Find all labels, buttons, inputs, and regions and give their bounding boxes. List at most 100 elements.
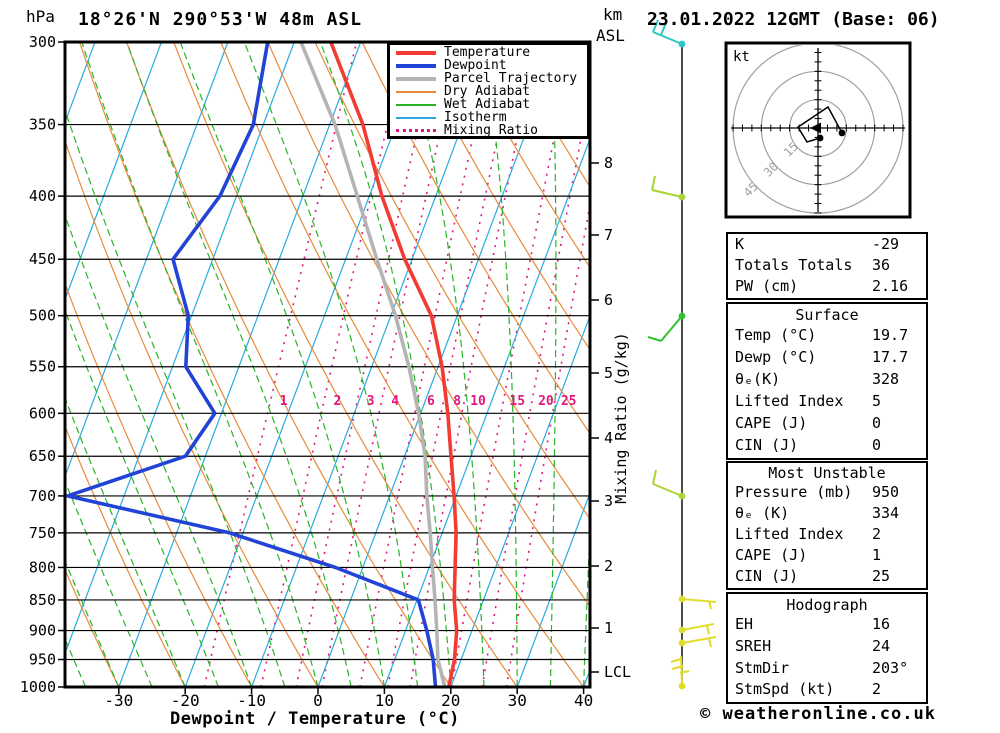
temperature-tick-label: 20 <box>441 691 460 710</box>
pressure-tick-label: 900 <box>29 622 56 640</box>
stats-row: Dewp (°C) 17.7 <box>728 348 926 368</box>
mixing-ratio-line <box>203 42 358 687</box>
pressure-tick-label: 350 <box>29 116 56 134</box>
legend-item-label: Mixing Ratio <box>444 123 538 138</box>
km-tick-label: 8 <box>604 154 613 172</box>
wet-adiabat-line <box>65 559 120 687</box>
stats-label: K <box>735 235 745 254</box>
pressure-tick-label: 600 <box>29 404 56 422</box>
mixing-ratio-labels: 1 2 3 4 6 8 10 15 20 25 <box>280 394 577 409</box>
stats-label: PW (cm) <box>735 276 799 295</box>
isotherm-line <box>65 42 295 656</box>
legend-item: Parcel Trajectory <box>390 72 587 85</box>
stats-label: EH <box>735 615 754 634</box>
barb-tick <box>647 336 662 342</box>
legend-item-label: Dry Adiabat <box>444 84 531 99</box>
plot-border <box>63 40 592 689</box>
stats-row: EH 16 <box>728 615 926 635</box>
barb-tick <box>670 658 682 663</box>
stats-row: Lifted Index 2 <box>728 525 926 545</box>
stats-label: CIN (J) <box>735 566 799 585</box>
stats-row: Pressure (mb) 950 <box>728 483 926 503</box>
stats-label: Pressure (mb) <box>735 483 853 502</box>
pressure-tick-label: 950 <box>29 651 56 669</box>
stats-value: 16 <box>872 615 891 634</box>
wind-barb <box>670 655 690 690</box>
wet-adiabat-line <box>549 42 557 687</box>
stats-table: K -29 Totals Totals 36 PW (cm) 2.16 <box>726 232 928 300</box>
legend-item-label: Temperature <box>444 45 531 60</box>
pressure-tick-label: 1000 <box>20 678 56 696</box>
pressure-tick-label: 650 <box>29 447 56 465</box>
wet-adiabat-line <box>65 396 186 687</box>
stats-label: SREH <box>735 636 772 655</box>
stats-label: Temp (°C) <box>735 326 817 344</box>
mixing-ratio-label: 2 <box>334 394 342 409</box>
run-datetime: 23.01.2022 12GMT (Base: 06) <box>647 9 940 30</box>
stats-value: 2.16 <box>872 276 909 295</box>
barb-station-dot <box>678 626 686 634</box>
stats-row: Temp (°C) 19.7 <box>728 326 926 346</box>
stats-label: CIN (J) <box>735 436 799 454</box>
stats-label: CAPE (J) <box>735 545 808 564</box>
wind-barb <box>678 595 717 610</box>
stats-table: Hodograph EH 16 SREH 24 StmDir 203° StmSpd (kt)… <box>726 592 928 704</box>
stats-value: 2 <box>872 680 882 699</box>
legend: Temperature Dewpoint Parcel Trajectory Dry … <box>387 42 590 139</box>
temperature-curve <box>328 42 459 687</box>
barb-stem <box>652 483 683 497</box>
hodograph-border <box>724 41 912 219</box>
pressure-tick-label: 450 <box>29 250 56 268</box>
km-tick-label: 3 <box>604 492 613 510</box>
stats-table: Surface Temp (°C) 19.7 Dewp (°C) 17.7 θₑ(K) 32… <box>726 302 928 460</box>
mixing-ratio-axis-label: Mixing Ratio (g/kg) <box>612 332 630 504</box>
barb-tick <box>652 469 657 485</box>
mixing-ratio-label: 1 <box>280 394 288 409</box>
isotherm-line <box>118 42 362 687</box>
hodograph-trace-dot <box>816 134 824 142</box>
stats-value: 334 <box>872 504 900 523</box>
barb-stem <box>681 623 715 631</box>
stats-value: 0 <box>872 414 882 432</box>
legend-item-label: Dewpoint <box>444 58 507 73</box>
isotherm-line <box>184 42 428 687</box>
parcel-trajectory-curve <box>299 42 447 687</box>
dry-adiabat-line <box>408 42 590 351</box>
barb-station-dot <box>678 682 686 690</box>
dry-adiabat-line <box>361 42 590 435</box>
km-tick-label: 4 <box>604 429 613 447</box>
wet-adiabat-line <box>483 42 518 687</box>
dry-adiabat-line <box>65 568 120 687</box>
pressure-tick-label: 550 <box>29 358 56 376</box>
hodograph-ring-label: 45 <box>741 179 761 199</box>
stats-row: SREH 24 <box>728 637 926 657</box>
stats-label: θₑ (K) <box>735 504 790 523</box>
km-tick-label: 5 <box>604 364 613 382</box>
stats-value: 17.7 <box>872 348 909 366</box>
km-tick-label: 6 <box>604 291 613 309</box>
axis-labels: 3003504004505005506006507007508008509009… <box>20 33 631 710</box>
barb-station-dot <box>678 492 686 500</box>
wet-adiabat-line <box>126 42 352 687</box>
stats-row: Lifted Index 5 <box>728 392 926 412</box>
dry-adiabat-line <box>455 42 590 269</box>
stats-row: CAPE (J) 0 <box>728 414 926 434</box>
mixing-ratio-label: 20 <box>538 394 554 409</box>
stats-label: θₑ(K) <box>735 370 781 388</box>
storm-motion-arrow <box>810 122 821 134</box>
barb-stem <box>651 189 683 198</box>
isotherm-swatch <box>396 116 436 119</box>
legend-item: Mixing Ratio <box>390 124 587 137</box>
stats-label: StmSpd (kt) <box>735 680 835 699</box>
wind-barb <box>652 469 686 500</box>
isotherm-line <box>317 42 561 687</box>
pressure-tick-label: 400 <box>29 187 56 205</box>
pressure-tick-label: 500 <box>29 307 56 325</box>
pressure-tick-label: 700 <box>29 487 56 505</box>
km-tick-label: 1 <box>604 619 613 637</box>
dewpoint-curve <box>65 42 438 687</box>
stats-label: CAPE (J) <box>735 414 808 432</box>
wind-barb <box>652 19 686 48</box>
dry-adiabat-line <box>65 424 186 687</box>
stats-row: StmDir 203° <box>728 659 926 679</box>
